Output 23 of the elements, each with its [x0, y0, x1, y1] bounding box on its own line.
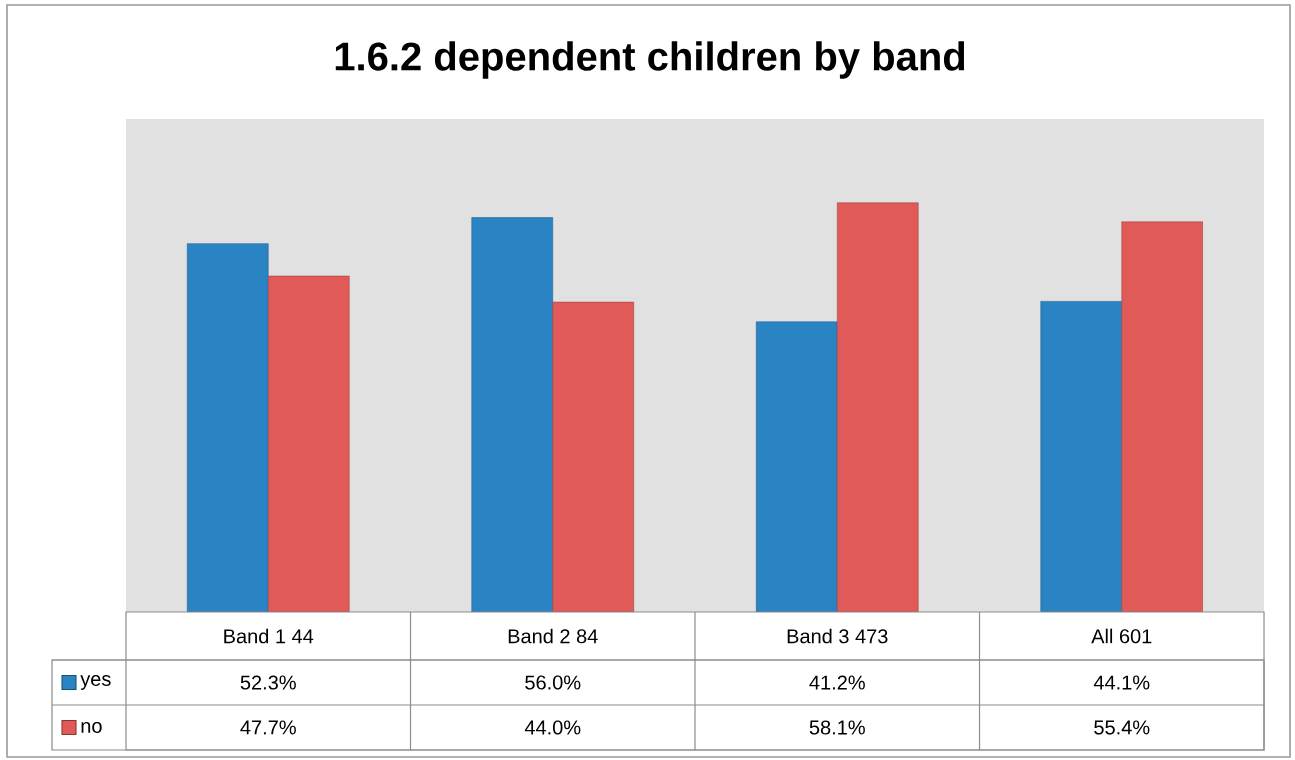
data-label: 55.4%: [1094, 720, 1150, 735]
bar: [755, 321, 838, 612]
data-label: 44.1%: [1093, 675, 1150, 690]
bar: [1121, 221, 1204, 612]
data-label: 47.7%: [240, 720, 296, 735]
bar: [552, 301, 635, 612]
data-label: 44.0%: [524, 720, 581, 735]
bar: [836, 202, 919, 612]
data-label: 58.1%: [809, 720, 865, 735]
x-tick-label: Band 2 84: [508, 628, 598, 644]
legend-label: yes: [80, 675, 111, 690]
chart-title: 1.6.2 dependent children by band: [335, 41, 965, 79]
legend-label: no: [81, 722, 102, 733]
bar: [471, 217, 554, 612]
x-tick-label: Band 1 44: [224, 628, 314, 644]
data-label: 52.3%: [240, 675, 296, 690]
x-tick-label: All 601: [1091, 628, 1152, 644]
bar: [267, 275, 350, 612]
bar: [186, 243, 269, 612]
data-label: 56.0%: [525, 675, 581, 690]
bar: [1040, 301, 1123, 612]
x-tick-label: Band 3 473: [787, 628, 888, 644]
data-label: 41.2%: [809, 675, 865, 690]
